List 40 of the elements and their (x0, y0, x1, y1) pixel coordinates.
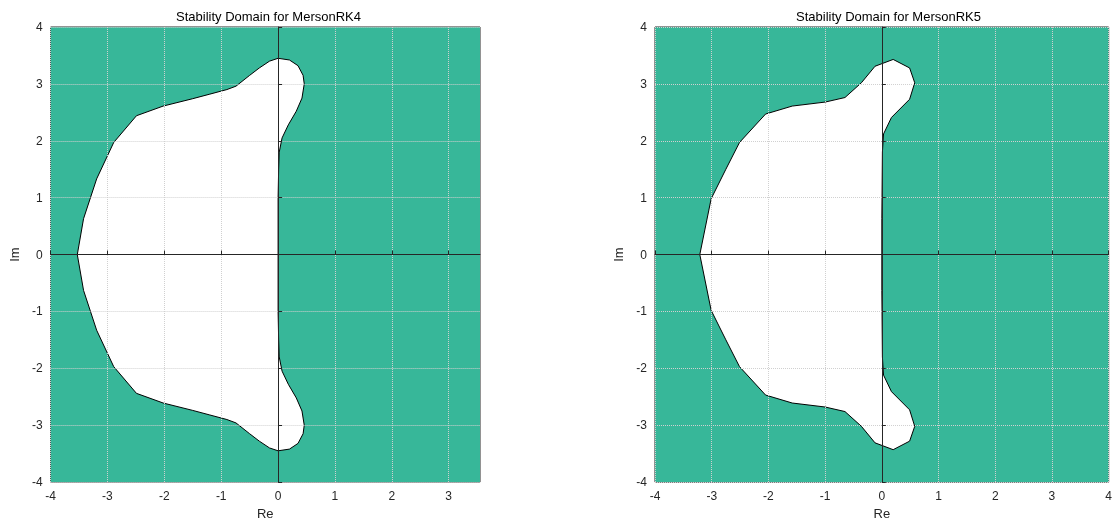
chart-title: Stability Domain for MersonRK4 (176, 9, 361, 24)
x-tick-label: 3 (1048, 489, 1056, 504)
x-tick-label: -1 (215, 489, 227, 504)
x-tick-label: 4 (1105, 489, 1113, 504)
x-tick-label: -3 (706, 489, 718, 504)
y-axis-title: Im (611, 247, 627, 262)
y-tick-label: 1 (640, 190, 648, 205)
x-axis-title: Re (256, 506, 274, 521)
y-tick-label: 2 (35, 133, 43, 148)
x-tick-label: 0 (274, 489, 282, 504)
chart-title: Stability Domain for MersonRK5 (796, 9, 981, 24)
y-tick-label: -2 (31, 361, 43, 376)
x-tick-label: 2 (388, 489, 396, 504)
x-tick-label: 1 (331, 489, 339, 504)
x-tick-label: -2 (158, 489, 170, 504)
y-tick-label: 4 (35, 20, 43, 34)
y-tick-label: 0 (640, 247, 648, 262)
x-tick-label: -2 (763, 489, 775, 504)
x-tick-label: 2 (991, 489, 999, 504)
y-tick-label: 0 (35, 247, 43, 262)
y-tick-label: 3 (640, 76, 648, 91)
y-tick-label: -2 (636, 361, 648, 376)
x-axis-title: Re (873, 506, 891, 521)
x-tick-label: -1 (819, 489, 831, 504)
x-tick-label: 0 (878, 489, 886, 504)
x-tick-label: 1 (935, 489, 943, 504)
y-tick-label: 1 (35, 190, 43, 205)
y-tick-label: -1 (636, 304, 648, 319)
y-tick-label: -3 (31, 418, 43, 433)
y-tick-label: -3 (636, 418, 648, 433)
y-tick-label: 3 (35, 76, 43, 91)
y-tick-label: 4 (640, 20, 648, 34)
x-tick-label: 3 (445, 489, 453, 504)
x-tick-label: -3 (102, 489, 114, 504)
y-tick-label: -1 (31, 304, 43, 319)
y-tick-label: -4 (636, 475, 648, 490)
y-tick-label: 2 (640, 133, 648, 148)
y-axis-title: Im (7, 247, 22, 262)
y-tick-label: -4 (31, 475, 43, 490)
x-tick-label: -4 (45, 489, 57, 504)
